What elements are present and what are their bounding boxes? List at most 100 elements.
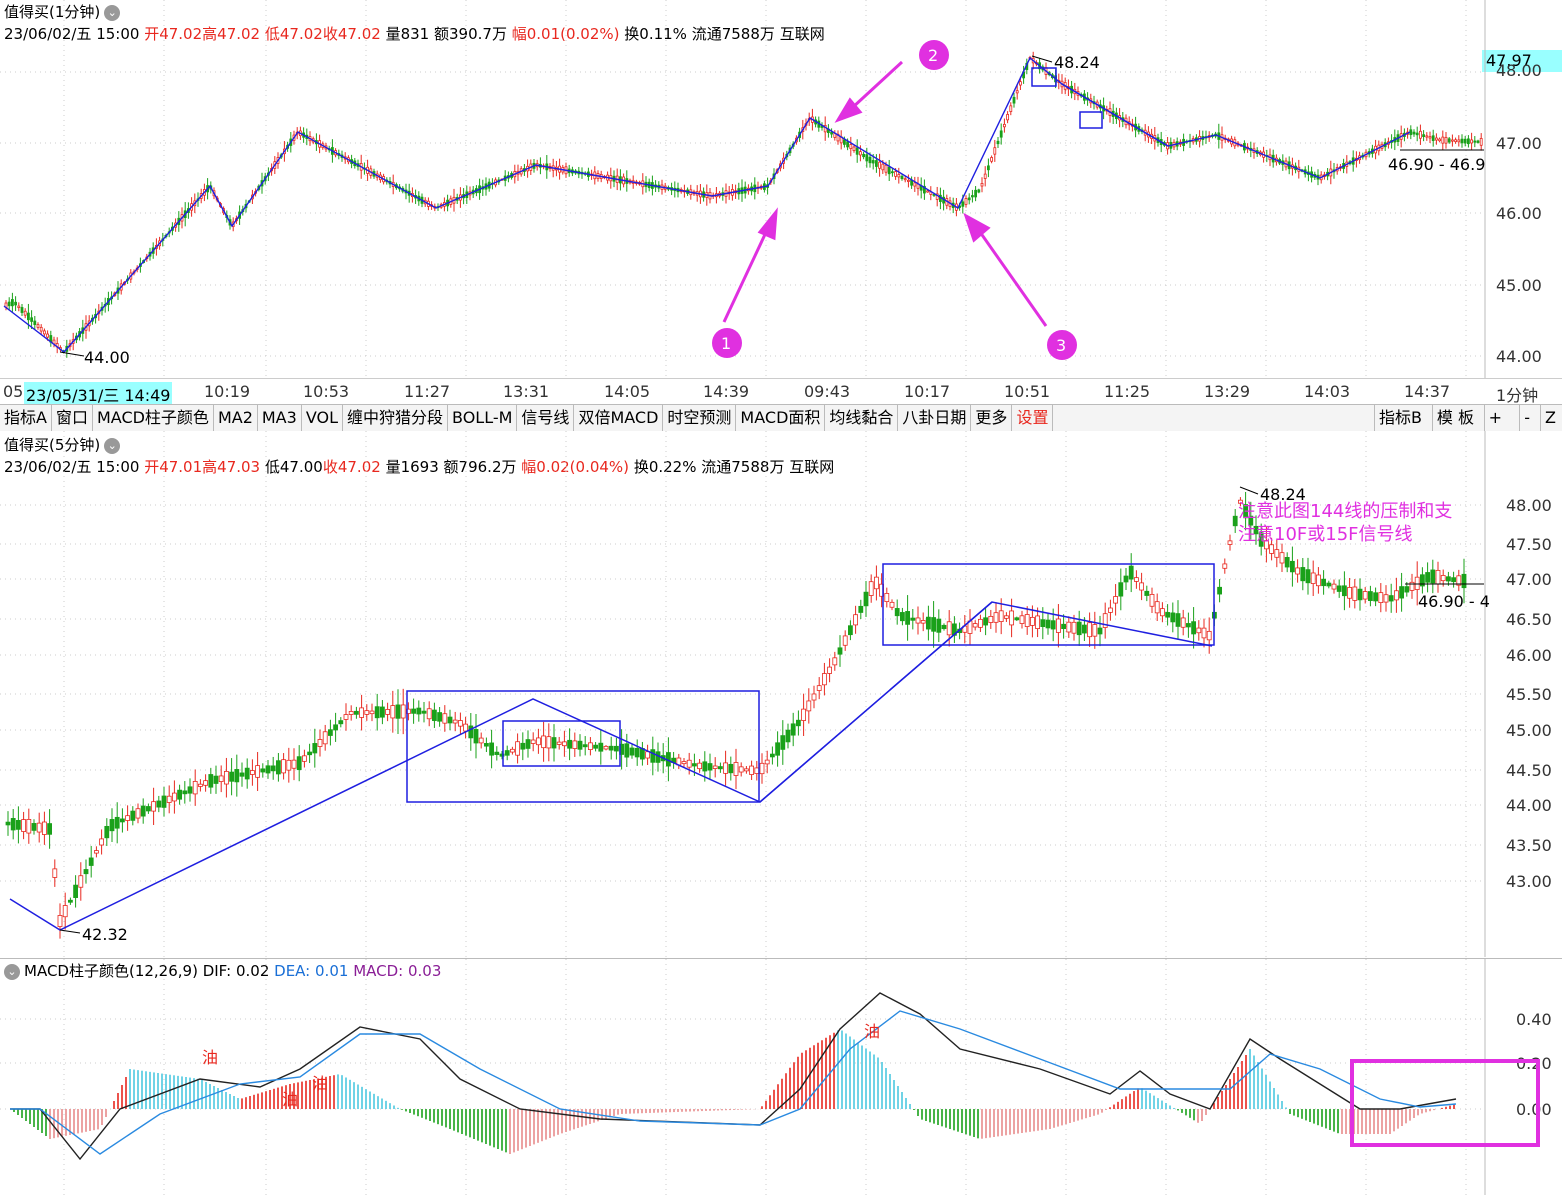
mid-candle: [837, 647, 843, 655]
mid-candle: [1383, 594, 1389, 603]
top-candle: [1412, 131, 1416, 135]
mid-chart-title: 值得买(5分钟): [4, 436, 101, 454]
mid-candle: [1128, 565, 1134, 580]
tab-window[interactable]: 窗口: [52, 405, 93, 431]
top-candle: [871, 160, 875, 164]
top-candle: [1415, 132, 1419, 136]
tab-more[interactable]: 更多: [971, 405, 1013, 431]
top-candle: [903, 178, 907, 181]
mid-candle: [920, 620, 926, 624]
tab-timespace[interactable]: 时空预测: [663, 405, 737, 431]
mid-candle: [1040, 619, 1046, 627]
mid-candle: [379, 706, 385, 718]
mid-candle: [1404, 586, 1410, 593]
mid-candle: [1440, 575, 1446, 582]
mid-candle: [442, 713, 448, 724]
time-label: 10:53: [303, 382, 350, 401]
mid-candle: [614, 745, 619, 752]
info-source: 互联网: [779, 25, 825, 43]
macd-pane[interactable]: ⌄ MACD柱子颜色(12,26,9) DIF: 0.02 DEA: 0.01 M…: [0, 958, 1562, 1195]
mid-candle: [1316, 574, 1321, 587]
mid-note-2: 注意10F或15F信号线: [1238, 524, 1413, 545]
mid-candle: [1238, 499, 1243, 504]
mid-candle: [941, 624, 947, 630]
mid-candle: [1009, 610, 1014, 626]
mid-candle: [1108, 607, 1113, 613]
top-chart-pane[interactable]: 值得买(1分钟) ⌄ 23/06/02/五 15:00 开47.02高47.02 …: [0, 0, 1562, 378]
zoom-out-button[interactable]: -: [1519, 405, 1534, 431]
mid-candle: [504, 750, 510, 756]
tab-indicator-a[interactable]: 指标A: [0, 405, 52, 431]
mid-candle-chart: 48.00 47.50 47.00 46.50 46.00 45.50 45.00 44.50…: [0, 431, 1552, 957]
info-amt: 额796.2万: [443, 458, 517, 476]
mid-ytick: 47.00: [1506, 570, 1552, 589]
mid-candle: [1300, 567, 1306, 582]
tab-boll-m[interactable]: BOLL-M: [448, 405, 518, 431]
chevron-down-icon[interactable]: ⌄: [104, 437, 121, 454]
top-ytick-48-partial: 48.00: [1496, 61, 1542, 80]
top-candle: [855, 147, 859, 155]
tab-signal-line[interactable]: 信号线: [517, 405, 575, 431]
top-candle: [1447, 138, 1451, 143]
zoom-in-button[interactable]: +: [1483, 405, 1506, 431]
tab-ma-glue[interactable]: 均线黏合: [825, 405, 899, 431]
top-candle: [923, 185, 926, 194]
tab-template[interactable]: 模 板: [1431, 405, 1478, 431]
mid-candle: [296, 756, 302, 771]
mid-candle: [68, 899, 73, 903]
mid-candle: [286, 759, 292, 771]
mid-candle: [1227, 540, 1233, 545]
mid-chart-pane[interactable]: 值得买(5分钟) ⌄ 23/06/02/五 15:00 开47.01高47.03 …: [0, 431, 1562, 957]
top-candle: [897, 174, 901, 178]
time-label: 14:05: [604, 382, 651, 401]
tab-indicator-b[interactable]: 指标B: [1374, 405, 1426, 431]
mid-candle: [681, 761, 687, 765]
top-candle: [862, 153, 865, 158]
mid-candle: [723, 762, 728, 774]
mid-candle: [1066, 621, 1072, 633]
tab-vol[interactable]: VOL: [302, 405, 343, 431]
chevron-down-icon[interactable]: ⌄: [104, 4, 121, 21]
mid-candle: [114, 816, 120, 829]
mid-candle: [411, 708, 417, 714]
tab-ma3[interactable]: MA3: [258, 405, 302, 431]
top-candle: [894, 171, 897, 177]
tab-chan-segment[interactable]: 缠中狩猎分段: [343, 405, 448, 431]
tab-macd-color[interactable]: MACD柱子颜色: [93, 405, 214, 431]
mid-candle: [629, 747, 635, 756]
period-label[interactable]: 1分钟: [1496, 386, 1539, 405]
mid-candle: [499, 753, 505, 757]
mid-candle: [1388, 595, 1394, 602]
mid-candle: [156, 800, 162, 808]
mid-candle: [88, 857, 94, 866]
z-button[interactable]: Z: [1540, 405, 1560, 431]
mid-candle: [426, 708, 432, 720]
mid-candle: [1180, 617, 1186, 628]
mid-candle: [1451, 577, 1456, 583]
top-candle: [971, 195, 974, 198]
tab-double-macd[interactable]: 双倍MACD: [574, 405, 664, 431]
mid-candle: [1456, 575, 1462, 586]
mid-candle: [239, 772, 245, 777]
tab-bagua-date[interactable]: 八卦日期: [898, 405, 972, 431]
mid-candle: [431, 709, 437, 721]
top-candle: [33, 320, 37, 325]
tab-settings[interactable]: 设置: [1012, 405, 1054, 431]
top-candle: [1470, 139, 1473, 144]
mid-chart-info: 23/06/02/五 15:00 开47.01高47.03 低47.00收47.…: [4, 457, 834, 477]
chevron-down-icon[interactable]: ⌄: [4, 963, 20, 980]
mid-candle: [692, 763, 697, 767]
mid-box-3: [882, 563, 1215, 646]
mid-candle: [884, 593, 890, 603]
top-chart-info: 23/06/02/五 15:00 开47.02高47.02 低47.02收47.…: [4, 24, 825, 44]
top-candle: [977, 189, 981, 193]
mid-candle: [182, 790, 188, 795]
mid-candle: [275, 760, 281, 775]
tab-macd-area[interactable]: MACD面积: [736, 405, 826, 431]
top-ytick-46: 46.00: [1496, 204, 1542, 223]
mid-candle: [1061, 623, 1066, 630]
mid-box-2: [502, 720, 621, 767]
mid-candle: [5, 821, 11, 826]
tab-ma2[interactable]: MA2: [214, 405, 258, 431]
mid-candle: [1170, 612, 1176, 623]
